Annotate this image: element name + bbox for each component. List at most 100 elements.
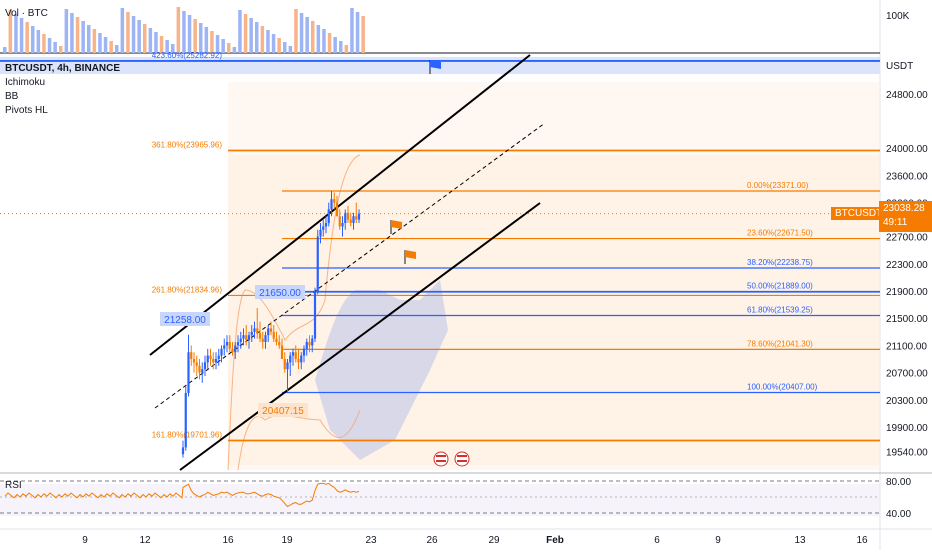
candle-body: [217, 355, 220, 359]
candle-body: [278, 342, 281, 346]
volume-bar: [249, 18, 253, 53]
volume-bar: [47, 38, 52, 53]
indicator-pivots[interactable]: Pivots HL: [5, 105, 48, 116]
rsi-axis-tick: 40.00: [886, 509, 911, 520]
candle-body: [190, 352, 193, 359]
candle-body: [302, 348, 306, 356]
volume-bar: [182, 11, 186, 53]
volume-bar: [316, 25, 321, 53]
volume-bar: [288, 46, 293, 53]
candle-body: [258, 333, 262, 339]
volume-bar: [311, 21, 315, 53]
volume-bar: [154, 32, 158, 53]
volume-bar: [143, 24, 147, 53]
indicator-ichimoku[interactable]: Ichimoku: [5, 77, 46, 88]
date-axis-tick: 6: [654, 535, 660, 546]
volume-bar: [193, 19, 197, 53]
volume-bar: [271, 34, 276, 53]
volume-legend: Vol · BTC: [5, 8, 48, 19]
volume-bar: [187, 15, 192, 53]
candle-body: [294, 352, 297, 359]
rsi-axis-tick: 80.00: [886, 477, 911, 488]
date-axis-tick: 23: [365, 535, 377, 546]
pivot-label: 21258.00: [164, 315, 206, 326]
volume-bar: [255, 22, 259, 53]
price-axis-tick: 21900.00: [886, 287, 928, 298]
flag-icon: [405, 250, 416, 259]
candle-body: [313, 291, 317, 339]
candle-body: [352, 216, 355, 223]
fib-label: 423.60%(25282.92): [152, 51, 223, 60]
volume-bar: [36, 30, 41, 53]
candle-body: [184, 393, 187, 448]
candle-body: [308, 342, 311, 346]
flag-icon: [430, 60, 441, 69]
volume-bar: [305, 17, 309, 53]
date-axis-tick: 12: [139, 535, 151, 546]
volume-bar: [131, 16, 136, 53]
event-flag-icon: [433, 451, 449, 467]
volume-bar: [98, 33, 102, 53]
indicator-bb[interactable]: BB: [5, 91, 19, 102]
currency-label: USDT: [886, 61, 914, 72]
channel-upper: [149, 54, 531, 356]
candle-body: [239, 338, 242, 342]
price-axis-tick: 19900.00: [886, 423, 928, 434]
volume-bar: [238, 10, 242, 53]
candle-body: [264, 335, 267, 342]
candle-body: [247, 335, 251, 340]
volume-bar: [344, 45, 349, 53]
volume-bar: [294, 9, 298, 53]
pivot-box: [255, 285, 305, 299]
candle-body: [280, 345, 284, 359]
candle-body: [324, 223, 328, 227]
volume-bar: [31, 26, 35, 53]
volume-bar: [322, 29, 326, 53]
volume-bar: [81, 21, 85, 53]
fib-label: 0.00%(23371.00): [747, 181, 809, 190]
candle-body: [203, 362, 207, 370]
volume-bar: [3, 47, 7, 53]
fib-label: 261.80%(21834.96): [152, 285, 223, 294]
candle-body: [195, 362, 198, 366]
volume-bar: [176, 7, 181, 53]
pivot-label: 21650.00: [259, 288, 301, 299]
event-flag-stripe: [436, 455, 446, 457]
volume-bar: [333, 37, 337, 53]
price-axis-tick: 19540.00: [886, 447, 928, 458]
volume-bar: [87, 25, 91, 53]
candle-body: [231, 348, 234, 353]
volume-bar: [115, 45, 119, 53]
fib-label: 50.00%(21889.00): [747, 282, 813, 291]
candle-body: [267, 328, 270, 336]
volume-bar: [109, 41, 113, 53]
volume-bar: [137, 20, 141, 53]
volume-bar: [350, 8, 354, 53]
candle-body: [245, 335, 248, 340]
date-axis-tick: 16: [222, 535, 234, 546]
volume-bar: [59, 46, 63, 53]
fib-label: 361.80%(23965.96): [152, 141, 223, 150]
volume-axis-tick: 100K: [886, 11, 910, 22]
flag-icon: [391, 220, 402, 229]
candle-body: [357, 213, 361, 220]
rsi-legend: RSI: [5, 480, 22, 491]
candle-body: [330, 199, 333, 210]
candle-body: [228, 342, 231, 349]
fib-label: 78.60%(21041.30): [747, 339, 813, 348]
volume-bar: [210, 31, 214, 53]
candle-body: [333, 199, 336, 203]
candle-body: [253, 328, 256, 332]
candle-body: [187, 352, 190, 393]
volume-bar: [42, 34, 46, 53]
price-axis-tick: 21500.00: [886, 314, 928, 325]
pivot-box: [160, 312, 210, 326]
candle-body: [346, 212, 350, 220]
candle-body: [261, 338, 264, 342]
candle-body: [349, 219, 352, 223]
candle-body: [250, 331, 253, 336]
date-axis-tick: 29: [488, 535, 500, 546]
symbol-price-tag: BTCUSDT: [831, 207, 887, 220]
